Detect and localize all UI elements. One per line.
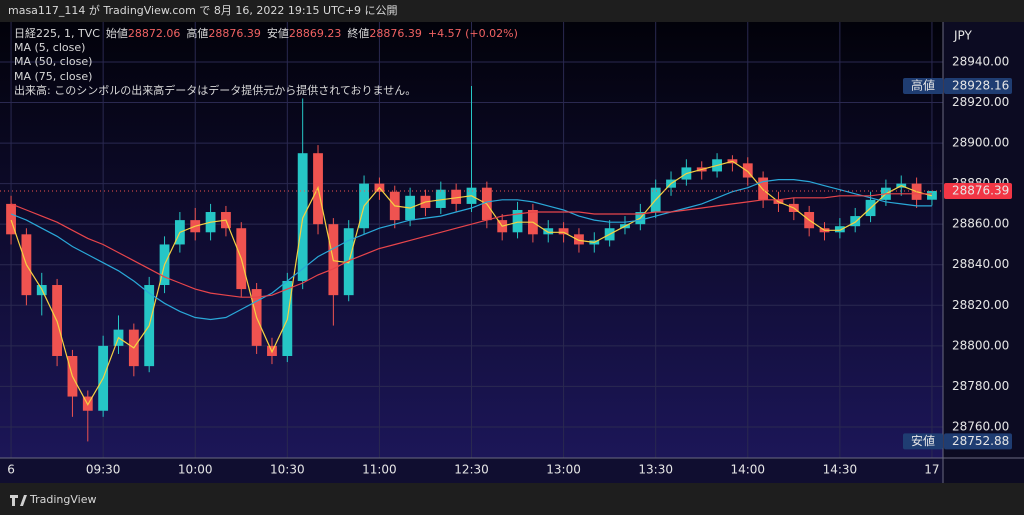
legend-entry: MA (50, close) (14, 55, 92, 68)
x-tick-label: 11:00 (362, 463, 397, 477)
x-tick-label: 10:30 (270, 463, 305, 477)
candle-body (6, 203, 16, 235)
price-marker-value: 28752.88 (952, 434, 1009, 448)
x-tick-label: 12:30 (454, 463, 489, 477)
y-tick-label: 28760.00 (952, 419, 1009, 433)
last-price-box (944, 182, 1012, 199)
top-bar (0, 0, 1024, 22)
legend-line: 日経225, 1, TVC 始値28872.06 高値28876.39 安値28869… (14, 26, 518, 40)
y-tick-label: 28920.00 (952, 95, 1009, 109)
y-tick-label: 28820.00 (952, 298, 1009, 312)
time-axis (0, 458, 943, 483)
marks (6, 85, 937, 442)
footer-brand: TradingView (29, 493, 96, 506)
candle-body (574, 234, 584, 245)
volume-note: 出来高: このシンボルの出来高データはデータ提供元から提供されておりません。 (14, 83, 416, 97)
legend-entry: MA (5, close) (14, 41, 85, 54)
legend-entry: MA (75, close) (14, 70, 92, 83)
x-tick-label: 17 (924, 463, 939, 477)
y-tick-label: 28800.00 (952, 338, 1009, 352)
candle-body (451, 189, 462, 204)
x-tick-label: 14:00 (730, 463, 765, 477)
low-label: 安値 (267, 26, 289, 40)
high-value: 28876.39 (208, 27, 261, 40)
x-tick-label: 6 (7, 463, 15, 477)
symbol: 日経225, 1, TVC (14, 27, 100, 40)
low-value: 28869.23 (289, 27, 342, 40)
candle-body (742, 163, 753, 178)
ma-line (10, 160, 933, 406)
last-price-label: 28876.39 (952, 183, 1009, 197)
price-marker-box (944, 433, 1012, 450)
price-axis (943, 22, 1024, 483)
currency: JPY (953, 29, 973, 43)
ma-line (10, 179, 932, 321)
high-label: 高値 (186, 26, 208, 40)
candle-body (758, 177, 769, 200)
candle-body (435, 189, 446, 208)
price-marker-tag (903, 77, 943, 94)
ma-line (10, 193, 932, 298)
x-tick-label: 09:30 (86, 463, 121, 477)
price-marker-tag-label: 安値 (911, 433, 935, 448)
price-marker-box (944, 77, 1012, 94)
x-tick-label: 10:00 (178, 463, 213, 477)
price-marker-tag-label: 高値 (911, 77, 935, 92)
y-tick-label: 28940.00 (952, 54, 1009, 68)
candle-body (558, 228, 569, 235)
footer-bar (0, 483, 1024, 515)
x-tick-label: 14:30 (823, 463, 858, 477)
x-tick-label: 13:30 (638, 463, 673, 477)
logo-icon (10, 495, 27, 506)
candle-body (850, 216, 861, 227)
y-tick-label: 28780.00 (952, 379, 1009, 393)
candle-body (834, 226, 845, 233)
open-label: 始値 (106, 26, 128, 40)
price-marker-tag (903, 433, 943, 450)
change: +4.57 (+0.02%) (428, 27, 518, 40)
y-tick-label: 28900.00 (952, 136, 1009, 150)
published-note: masa117_114 が TradingView.com で 8月 16, 2… (8, 3, 398, 17)
open-value: 28872.06 (128, 27, 181, 40)
y-tick-label: 28840.00 (952, 257, 1009, 271)
price-marker-value: 28928.16 (952, 78, 1009, 92)
grid (0, 22, 943, 458)
close-value: 28876.39 (369, 27, 422, 40)
candle-body (543, 228, 554, 235)
y-tick-label: 28860.00 (952, 217, 1009, 231)
x-tick-label: 13:00 (546, 463, 581, 477)
close-label: 終値 (347, 26, 369, 40)
candle-body (512, 209, 523, 233)
